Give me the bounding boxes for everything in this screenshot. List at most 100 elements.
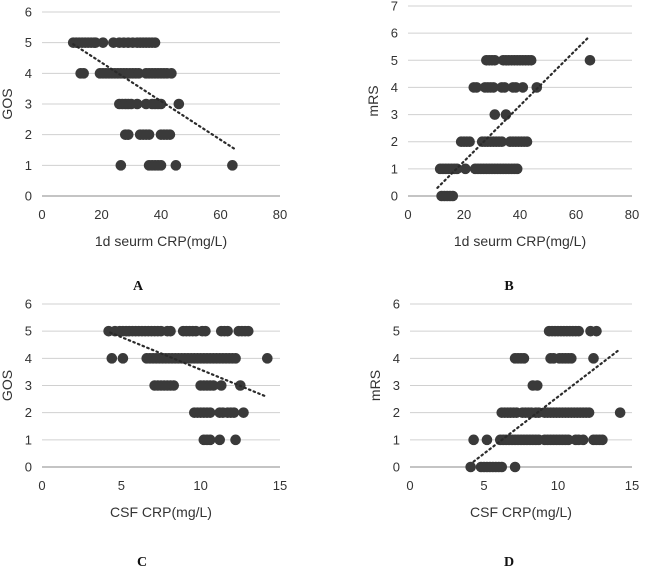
y-axis-title: GOS (0, 88, 15, 119)
y-tick-label: 3 (25, 97, 32, 112)
x-tick-label: 15 (625, 478, 639, 493)
x-tick-label: 40 (154, 207, 168, 222)
x-tick-label: 40 (513, 207, 527, 222)
y-axis-title: mRS (367, 370, 383, 401)
y-tick-label: 0 (25, 460, 32, 475)
y-tick-label: 4 (393, 351, 400, 366)
data-point (583, 407, 595, 418)
data-point (525, 54, 537, 66)
trendline (472, 349, 620, 463)
data-point (584, 54, 596, 66)
y-axis-title: GOS (0, 370, 15, 401)
data-point (215, 380, 227, 391)
y-tick-label: 5 (25, 324, 32, 339)
y-tick-label: 6 (393, 297, 400, 312)
x-tick-label: 10 (551, 478, 565, 493)
y-tick-label: 1 (25, 158, 32, 173)
data-point (465, 461, 476, 473)
data-point (597, 434, 608, 446)
y-tick-label: 6 (25, 297, 32, 312)
data-point (115, 160, 127, 171)
x-tick-label: 0 (38, 478, 45, 493)
data-point (489, 109, 501, 120)
y-tick-label: 1 (393, 432, 400, 447)
data-point (521, 136, 533, 148)
data-point (496, 136, 508, 148)
data-point (214, 434, 226, 446)
x-tick-label: 20 (94, 207, 108, 222)
x-tick-label: 60 (213, 207, 227, 222)
y-tick-label: 7 (391, 0, 398, 14)
y-tick-label: 5 (393, 324, 400, 339)
x-tick-label: 0 (404, 207, 411, 222)
y-tick-label: 0 (393, 460, 400, 475)
x-tick-label: 20 (457, 207, 471, 222)
panel-letter-b: B (504, 279, 513, 294)
data-point (531, 380, 543, 391)
data-point (117, 353, 129, 364)
y-axis-title: mRS (365, 85, 381, 116)
y-tick-label: 2 (393, 405, 400, 420)
x-axis-title: 1d seurm CRP(mg/L) (454, 233, 586, 249)
data-point (131, 98, 143, 110)
y-tick-label: 2 (391, 134, 398, 149)
data-point (78, 68, 89, 79)
data-point (227, 160, 238, 171)
data-point (517, 82, 529, 93)
y-tick-label: 6 (391, 26, 398, 41)
x-tick-label: 80 (625, 207, 639, 222)
data-point (238, 407, 249, 418)
data-point (208, 380, 219, 391)
panel-d: 0 1 2 3 4 5 6 0 5 10 15 CSF CRP(mg/L) mRS (367, 297, 639, 521)
data-point (591, 325, 602, 337)
data-point (143, 129, 155, 140)
data-point (149, 37, 161, 48)
data-point (577, 434, 589, 446)
y-tick-label: 3 (25, 378, 32, 393)
data-point (563, 434, 574, 446)
data-point (164, 129, 176, 140)
data-point (165, 325, 176, 337)
y-tick-label: 5 (391, 53, 398, 68)
y-tick-label: 0 (391, 189, 398, 204)
data-point (230, 434, 241, 446)
data-point (170, 160, 182, 171)
data-point (464, 136, 475, 148)
data-point (496, 461, 508, 473)
data-point (230, 353, 241, 364)
panel-c: 0 1 2 3 4 5 6 0 5 10 15 CSF CRP(mg/L) GOS (0, 297, 287, 521)
x-tick-label: 5 (118, 478, 125, 493)
y-tick-label: 5 (25, 35, 32, 50)
data-point (518, 353, 530, 364)
data-point (573, 325, 585, 337)
data-point (155, 98, 167, 110)
data-point (106, 353, 118, 364)
trendline (109, 331, 267, 398)
data-point (511, 163, 523, 175)
x-tick-label: 0 (406, 478, 413, 493)
y-tick-label: 4 (25, 351, 32, 366)
y-tick-label: 1 (391, 161, 398, 176)
x-axis-title: CSF CRP(mg/L) (470, 504, 572, 520)
data-point (588, 353, 599, 364)
data-point (489, 54, 501, 66)
y-tick-label: 0 (25, 189, 32, 204)
data-point (166, 68, 177, 79)
y-tick-label: 4 (25, 66, 32, 81)
y-tick-label: 1 (25, 432, 32, 447)
data-point (481, 434, 493, 446)
data-point (509, 461, 521, 473)
data-point (499, 82, 510, 93)
trendline (72, 43, 235, 150)
y-tick-label: 3 (391, 107, 398, 122)
data-point (262, 353, 273, 364)
y-tick-label: 2 (25, 405, 32, 420)
panel-b: 0 1 2 3 4 5 6 7 0 20 40 60 80 1d seurm CRP(mg/L) mRS (365, 0, 639, 249)
data-point (500, 109, 512, 120)
panel-letter-a: A (133, 279, 144, 294)
data-point (90, 37, 101, 48)
y-tick-label: 4 (391, 80, 398, 95)
data-point (468, 434, 479, 446)
